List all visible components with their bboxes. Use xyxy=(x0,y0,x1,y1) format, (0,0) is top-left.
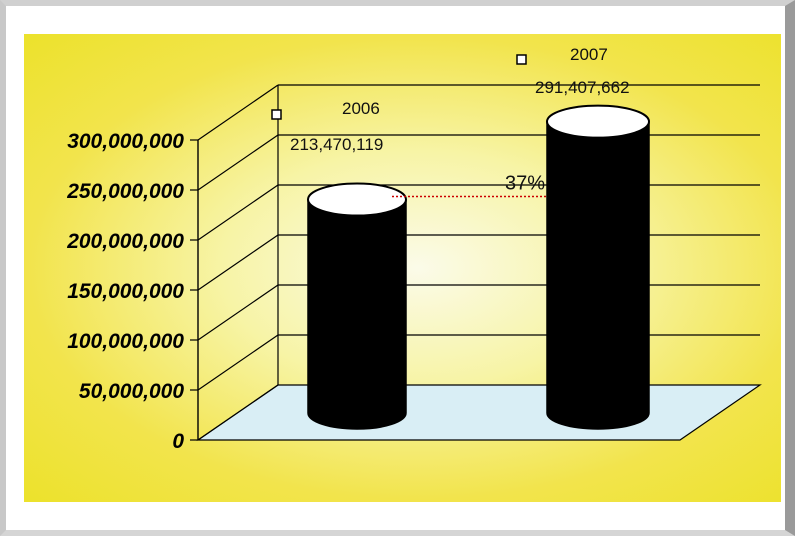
y-tick-label: 0 xyxy=(172,430,184,453)
data-label-category-2007: 2007 xyxy=(570,45,608,64)
growth-percentage-label: 37% xyxy=(505,173,545,195)
bar-top-2007 xyxy=(546,104,650,139)
data-label-value-2007: 291,407,662 xyxy=(535,78,630,97)
bar-2007 xyxy=(546,120,650,430)
y-tick-label: 250,000,000 xyxy=(66,180,184,203)
gridline-side xyxy=(197,84,279,141)
gridline-side xyxy=(197,384,279,441)
chart-floor xyxy=(196,384,762,441)
y-tick-label: 50,000,000 xyxy=(79,380,184,403)
y-tick-label: 100,000,000 xyxy=(67,330,184,353)
gridline-side xyxy=(197,234,279,291)
data-label-marker-2007 xyxy=(516,54,527,65)
data-label-category-2006: 2006 xyxy=(342,99,380,118)
gridline-side xyxy=(197,184,279,241)
data-label-value-2006: 213,470,119 xyxy=(290,135,383,154)
y-tick-label: 300,000,000 xyxy=(67,130,184,153)
bar-2006 xyxy=(307,198,407,430)
gridline-side xyxy=(197,284,279,341)
y-tick-label: 150,000,000 xyxy=(67,280,184,303)
gridline-side xyxy=(197,134,279,191)
bar-top-2006 xyxy=(307,182,407,217)
data-label-marker-2006 xyxy=(271,109,282,120)
y-tick-label: 200,000,000 xyxy=(66,230,184,253)
gridline-side xyxy=(197,334,279,391)
